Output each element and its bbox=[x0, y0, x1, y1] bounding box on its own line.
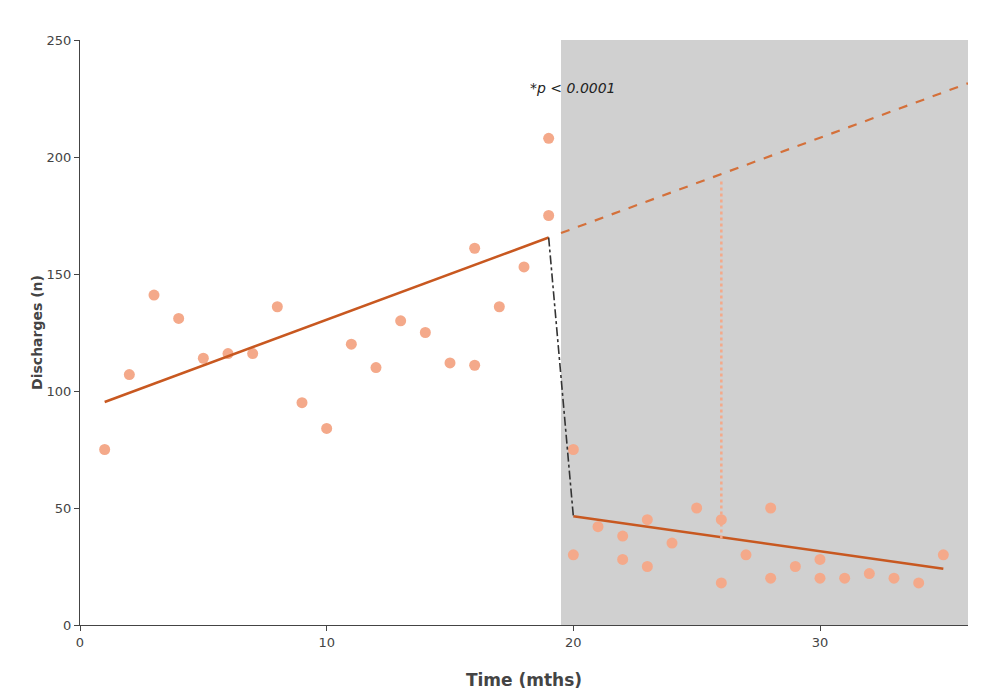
svg-text:20: 20 bbox=[565, 635, 582, 650]
svg-text:0: 0 bbox=[63, 618, 71, 633]
svg-text:*p < 0.0001: *p < 0.0001 bbox=[530, 80, 616, 96]
svg-text:150: 150 bbox=[47, 267, 72, 282]
svg-text:200: 200 bbox=[47, 150, 72, 165]
svg-text:30: 30 bbox=[812, 635, 829, 650]
svg-text:0: 0 bbox=[76, 635, 84, 650]
svg-text:Time (mths): Time (mths) bbox=[466, 670, 582, 690]
svg-text:Discharges (n): Discharges (n) bbox=[29, 275, 45, 390]
svg-text:50: 50 bbox=[55, 501, 72, 516]
svg-text:100: 100 bbox=[47, 384, 72, 399]
svg-text:10: 10 bbox=[318, 635, 335, 650]
svg-text:250: 250 bbox=[47, 33, 72, 48]
